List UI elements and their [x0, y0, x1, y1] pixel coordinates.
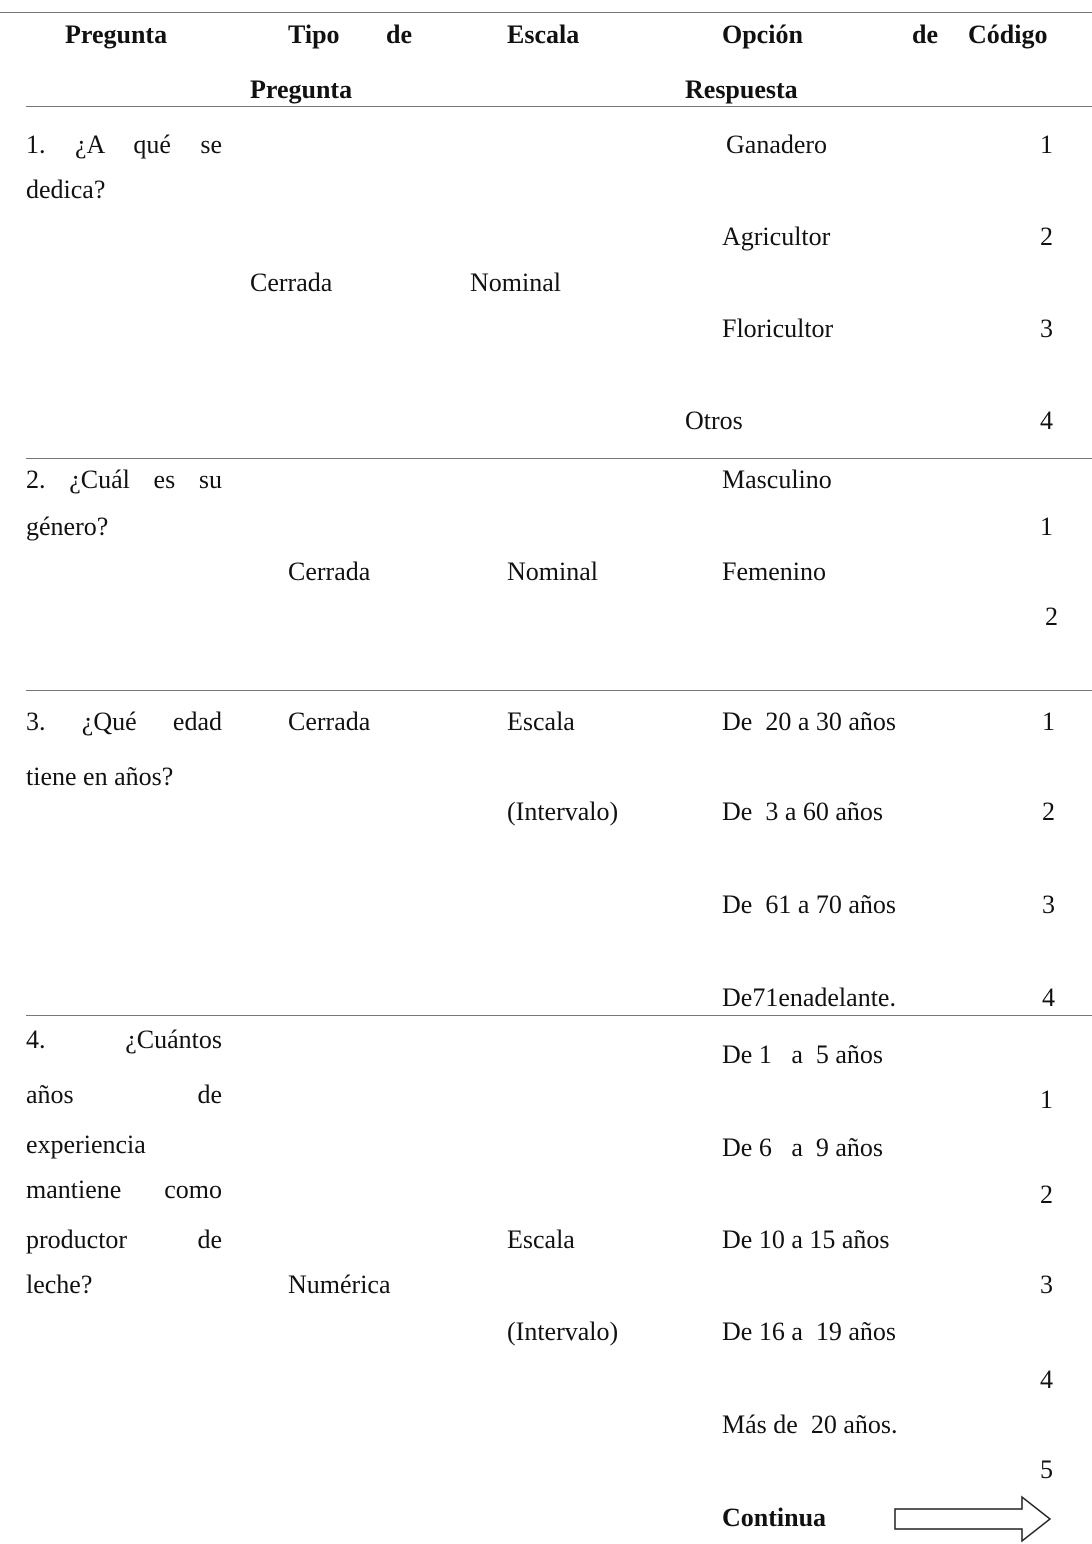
scale-text: Escala [507, 1225, 575, 1254]
continue-arrow [894, 1495, 1052, 1543]
answer-code: 2 [1045, 602, 1058, 631]
answer-option: De 20 a 30 años [722, 707, 897, 736]
question-text: años de [26, 1080, 222, 1109]
answer-option: De 61 a 70 años [722, 890, 897, 919]
answer-code: 4 [1040, 1365, 1053, 1394]
answer-option: Ganadero [726, 130, 828, 159]
answer-code: 1 [1040, 1085, 1053, 1114]
answer-code: 1 [1040, 512, 1053, 541]
answer-option: De 10 a 15 años [722, 1225, 890, 1254]
header-cell: Opción de [722, 20, 938, 49]
answer-option: De 3 a 60 años [722, 797, 884, 826]
header-cell: Respuesta [685, 75, 798, 104]
question-type: Cerrada [288, 557, 371, 586]
table-top-rule [0, 12, 1092, 13]
question-type: Numérica [288, 1270, 391, 1299]
question-text: experiencia [26, 1130, 146, 1159]
answer-code: 3 [1042, 890, 1055, 919]
row-rule [26, 106, 1092, 107]
continue-label: Continua [722, 1503, 827, 1532]
question-text: mantiene como [26, 1175, 222, 1204]
scale-text: Nominal [507, 557, 598, 586]
answer-code: 3 [1040, 1270, 1053, 1299]
answer-code: 2 [1040, 1180, 1053, 1209]
answer-code: 2 [1042, 797, 1055, 826]
question-text: productor de [26, 1225, 222, 1254]
scale-text: (Intervalo) [507, 797, 619, 826]
question-text: 2. ¿Cuál es su [26, 465, 222, 494]
answer-option: Femenino [722, 557, 826, 586]
scale-text: Nominal [470, 268, 561, 297]
header-cell: Escala [507, 20, 580, 49]
answer-code: 3 [1040, 314, 1053, 343]
answer-option: De 1 a 5 años [722, 1040, 884, 1069]
answer-option: De71enadelante. [722, 983, 896, 1012]
header-cell: Pregunta [65, 20, 168, 49]
answer-code: 4 [1040, 406, 1053, 435]
answer-code: 4 [1042, 983, 1055, 1012]
answer-option: Floricultor [722, 314, 834, 343]
answer-code: 2 [1040, 222, 1053, 251]
answer-option: De 16 a 19 años [722, 1317, 897, 1346]
answer-code: 1 [1042, 707, 1055, 736]
question-text: 1. ¿A qué se [26, 130, 222, 159]
row-rule [26, 1015, 1092, 1016]
answer-option: De 6 a 9 años [722, 1133, 884, 1162]
row-rule [26, 690, 1092, 691]
question-type: Cerrada [288, 707, 371, 736]
answer-option: Masculino [722, 465, 832, 494]
question-text: tiene en años? [26, 762, 174, 791]
question-text: dedica? [26, 175, 106, 204]
question-type: Cerrada [250, 268, 333, 297]
scale-text: Escala [507, 707, 575, 736]
answer-option: Más de 20 años. [722, 1410, 898, 1439]
header-cell: Código [968, 20, 1048, 49]
question-text: leche? [26, 1270, 93, 1299]
header-cell: Tipo de [288, 20, 412, 49]
header-cell: Pregunta [250, 75, 353, 104]
row-rule [26, 458, 1092, 459]
question-text: 3. ¿Qué edad [26, 707, 222, 736]
question-text: 4. ¿Cuántos [26, 1025, 222, 1054]
scale-text: (Intervalo) [507, 1317, 619, 1346]
answer-option: Agricultor [722, 222, 831, 251]
answer-option: Otros [685, 406, 743, 435]
answer-code: 1 [1040, 130, 1053, 159]
question-text: género? [26, 512, 109, 541]
answer-code: 5 [1040, 1455, 1053, 1484]
